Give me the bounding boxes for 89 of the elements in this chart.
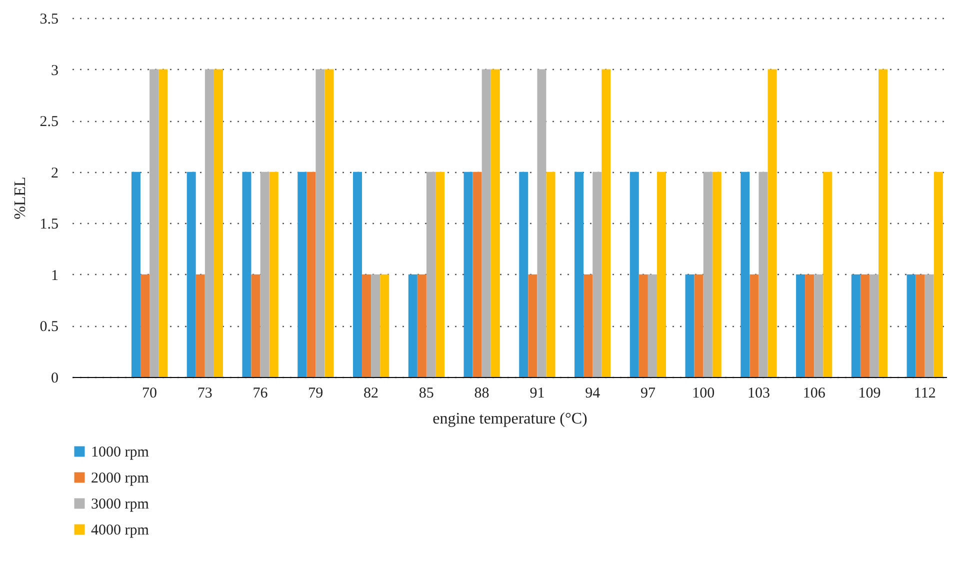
bar (204, 69, 214, 377)
bar (869, 274, 878, 377)
x-tick-label: 85 (418, 386, 434, 402)
bar (916, 274, 925, 377)
bar (186, 172, 196, 377)
x-tick-label: 103 (747, 386, 770, 402)
bar (490, 69, 500, 377)
y-tick-label: 2 (51, 165, 58, 182)
bar (851, 274, 860, 377)
bar (482, 69, 491, 377)
bar (546, 172, 556, 377)
bar (158, 69, 168, 377)
bar (251, 274, 260, 377)
legend-label: 2000 rpm (91, 470, 150, 486)
x-tick-label: 76 (252, 386, 268, 402)
bar (814, 274, 824, 377)
bar (242, 172, 252, 377)
bar (648, 274, 657, 377)
bar (703, 172, 712, 377)
bar (823, 172, 832, 377)
legend-label: 1000 rpm (91, 444, 150, 460)
legend-label: 3000 rpm (91, 496, 150, 512)
bar (196, 274, 205, 377)
bar (712, 172, 722, 377)
bar (740, 172, 750, 377)
x-tick-label: 70 (142, 386, 158, 402)
bar (464, 172, 473, 377)
y-tick-label: 0.5 (40, 319, 58, 336)
x-tick-label: 112 (914, 386, 936, 402)
x-axis-title: engine temperature (°C) (432, 410, 588, 428)
bar (269, 172, 278, 377)
bar (371, 274, 380, 377)
bar (528, 274, 538, 377)
bar (657, 172, 666, 377)
y-tick-label: 2.5 (40, 114, 58, 130)
bar (584, 274, 593, 377)
bar (306, 172, 316, 377)
x-tick-label: 100 (692, 386, 715, 402)
bar (796, 274, 806, 377)
y-tick-label: 3 (51, 62, 58, 79)
x-tick-label: 109 (858, 386, 881, 402)
bar (260, 172, 270, 377)
bar (298, 172, 307, 377)
x-tick-label: 88 (474, 386, 490, 402)
x-tick-label: 82 (364, 386, 379, 402)
y-axis-title: %LEL (12, 176, 29, 220)
bar (380, 274, 390, 377)
bar (131, 172, 140, 377)
bar (362, 274, 372, 377)
bar (426, 172, 436, 377)
bar (860, 274, 870, 377)
legend-label: 4000 rpm (91, 522, 150, 538)
x-tick-label: 97 (640, 386, 656, 402)
bar (214, 69, 223, 377)
y-tick-label: 3.5 (40, 12, 58, 28)
bar (924, 274, 934, 377)
bar (352, 172, 362, 377)
y-tick-label: 1 (51, 268, 58, 284)
bar (324, 69, 334, 377)
bar (592, 172, 602, 377)
y-tick-label: 1.5 (40, 216, 58, 233)
bar (878, 69, 888, 377)
bar (768, 69, 777, 377)
bar (316, 69, 325, 377)
bar (685, 274, 694, 377)
bar (417, 274, 426, 377)
bar (750, 274, 759, 377)
x-tick-label: 106 (802, 386, 826, 402)
bar (150, 69, 159, 377)
x-tick-label: 94 (585, 386, 601, 402)
bar (408, 274, 418, 377)
x-tick-label: 91 (530, 386, 545, 402)
bar (934, 172, 943, 377)
bar (630, 172, 639, 377)
bar (574, 172, 584, 377)
bar (519, 172, 528, 377)
y-tick-label: 0 (51, 370, 58, 386)
bar (472, 172, 482, 377)
bar (537, 69, 546, 377)
bar (140, 274, 150, 377)
bar (602, 69, 611, 377)
bar (638, 274, 648, 377)
bar (906, 274, 916, 377)
bar (758, 172, 768, 377)
x-tick-label: 79 (308, 386, 324, 402)
bar (805, 274, 814, 377)
x-tick-label: 73 (197, 386, 212, 402)
bar (694, 274, 704, 377)
bar (435, 172, 444, 377)
